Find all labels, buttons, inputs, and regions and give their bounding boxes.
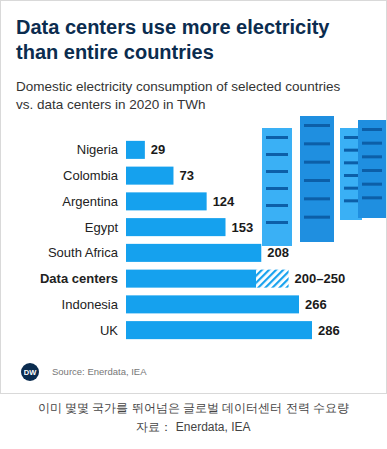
- server-slot: [344, 161, 358, 164]
- server-slot: [266, 170, 288, 173]
- category-label: Colombia: [63, 168, 119, 183]
- server-slot: [344, 136, 358, 139]
- source: Source: Enerdata, IEA: [52, 366, 147, 377]
- range-bar: [256, 270, 289, 288]
- server-slot: [344, 149, 358, 152]
- caption: 이미 몇몇 국가를 뛰어넘은 글로벌 데이터센터 전력 수요량: [38, 401, 349, 415]
- server-slot: [362, 128, 382, 131]
- server-icon: [358, 120, 386, 218]
- data-label: 286: [318, 323, 340, 338]
- bar: [126, 192, 207, 210]
- server-slot: [266, 187, 288, 190]
- category-label: Indonesia: [62, 297, 119, 312]
- server-slot: [304, 142, 330, 145]
- server-slot: [362, 196, 382, 199]
- bar: [126, 167, 173, 185]
- card-frame: [1, 1, 387, 394]
- logo: DW: [24, 368, 37, 377]
- server-slot: [362, 183, 382, 186]
- server-slot: [362, 155, 382, 158]
- server-slot: [362, 169, 382, 172]
- server-slot: [344, 174, 358, 177]
- category-label: Egypt: [85, 220, 119, 235]
- category-label: Argentina: [62, 194, 118, 209]
- server-slot: [266, 221, 288, 224]
- bar: [126, 218, 226, 236]
- bar: [126, 295, 299, 313]
- text-line: Domestic electricity consumption of sele…: [16, 79, 340, 94]
- server-slot: [304, 179, 330, 182]
- labels: Nigeria 29 Colombia 73 Argentina 124 Egypt 153 S…: [40, 142, 345, 337]
- server-slot: [304, 124, 330, 127]
- data-label: 29: [151, 142, 165, 157]
- chart-container: Data centers use more electricity than en…: [0, 0, 387, 449]
- server-slot: [304, 161, 330, 164]
- server-slot: [344, 199, 358, 202]
- category-label: South Africa: [48, 245, 119, 260]
- category-label: Nigeria: [77, 142, 119, 157]
- subtitle: Domestic electricity consumption of sele…: [16, 79, 340, 112]
- bar: [126, 270, 256, 288]
- data-label: 200–250: [295, 271, 346, 286]
- data-label: 153: [232, 220, 254, 235]
- chart-svg: Data centers use more electricity than en…: [0, 0, 387, 449]
- category-label: UK: [100, 323, 118, 338]
- data-label: 124: [213, 194, 235, 209]
- server-slot: [266, 153, 288, 156]
- server-slot: [304, 216, 330, 219]
- server-slot: [304, 197, 330, 200]
- data-label: 208: [267, 245, 289, 260]
- bars: [126, 141, 312, 339]
- logo-badge: [21, 363, 39, 381]
- server-slot: [266, 204, 288, 207]
- bar: [126, 244, 261, 262]
- server-slot: [266, 136, 288, 139]
- server-slot: [344, 187, 358, 190]
- server-icon: [300, 116, 334, 242]
- server-slot: [362, 142, 382, 145]
- text-line: vs. data centers in 2020 in TWh: [16, 97, 206, 112]
- caption: 자료： Enerdata, IEA: [136, 420, 250, 434]
- bar: [126, 321, 312, 339]
- bar: [126, 141, 145, 159]
- title: Data centers use more electricity than en…: [16, 16, 330, 63]
- category-label: Data centers: [40, 271, 118, 286]
- server-icons: [262, 116, 386, 246]
- data-label: 73: [179, 168, 193, 183]
- text-line: Data centers use more electricity: [16, 16, 330, 38]
- data-label: 266: [305, 297, 327, 312]
- text-line: than entire countries: [16, 41, 214, 63]
- server-icon: [262, 128, 292, 246]
